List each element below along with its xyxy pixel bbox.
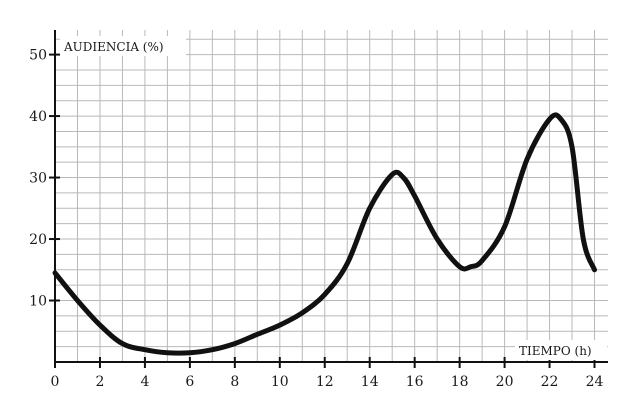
- x-tick-label: 14: [361, 374, 379, 390]
- x-tick-label: 8: [230, 374, 239, 390]
- x-tick-label: 6: [185, 374, 194, 390]
- x-tick-label: 12: [316, 374, 334, 390]
- x-axis-ticks: 0 2 4 6 8 10 12 14 16 18 20 22 24: [51, 357, 604, 390]
- x-axis-label-background: [515, 340, 607, 360]
- x-tick-label: 2: [95, 374, 104, 390]
- x-tick-label: 20: [496, 374, 514, 390]
- x-tick-label: 0: [51, 374, 60, 390]
- y-tick-label: 10: [29, 294, 47, 310]
- x-axis-label: TIEMPO (h): [519, 344, 592, 358]
- audience-series-line: [52, 112, 597, 356]
- axes: [54, 30, 608, 363]
- y-axis-label: AUDIENCIA (%): [63, 40, 164, 54]
- y-tick-label: 40: [29, 109, 47, 125]
- y-tick-label: 30: [29, 171, 47, 187]
- x-tick-label: 16: [406, 374, 424, 390]
- x-tick-label: 4: [140, 374, 149, 390]
- grid: [54, 30, 608, 363]
- y-axis-ticks: 10 20 30 40 50: [29, 48, 60, 310]
- y-axis-label-background: [60, 36, 186, 56]
- x-tick-label: 22: [541, 374, 559, 390]
- y-tick-label: 50: [29, 48, 47, 64]
- x-tick-label: 10: [271, 374, 289, 390]
- x-tick-label: 24: [586, 374, 604, 390]
- y-tick-label: 20: [29, 232, 47, 248]
- x-tick-label: 18: [451, 374, 469, 390]
